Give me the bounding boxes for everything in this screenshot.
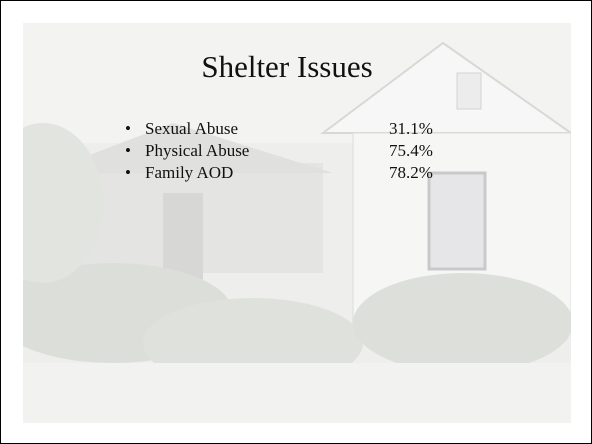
item-value: 31.1% <box>389 119 433 139</box>
item-value: 78.2% <box>389 163 433 183</box>
item-label: Family AOD <box>145 163 233 183</box>
bullet-list: Sexual Abuse 31.1% Physical Abuse 75.4% Fa… <box>125 119 485 185</box>
item-label: Sexual Abuse <box>145 119 238 139</box>
bullet-item: Physical Abuse 75.4% <box>125 141 485 163</box>
item-value: 75.4% <box>389 141 433 161</box>
bullet-item: Family AOD 78.2% <box>125 163 485 185</box>
bullet-item: Sexual Abuse 31.1% <box>125 119 485 141</box>
slide: Shelter Issues Sexual Abuse 31.1% Physica… <box>23 23 571 423</box>
slide-title: Shelter Issues <box>23 49 551 85</box>
item-label: Physical Abuse <box>145 141 249 161</box>
page: Shelter Issues Sexual Abuse 31.1% Physica… <box>0 0 592 444</box>
